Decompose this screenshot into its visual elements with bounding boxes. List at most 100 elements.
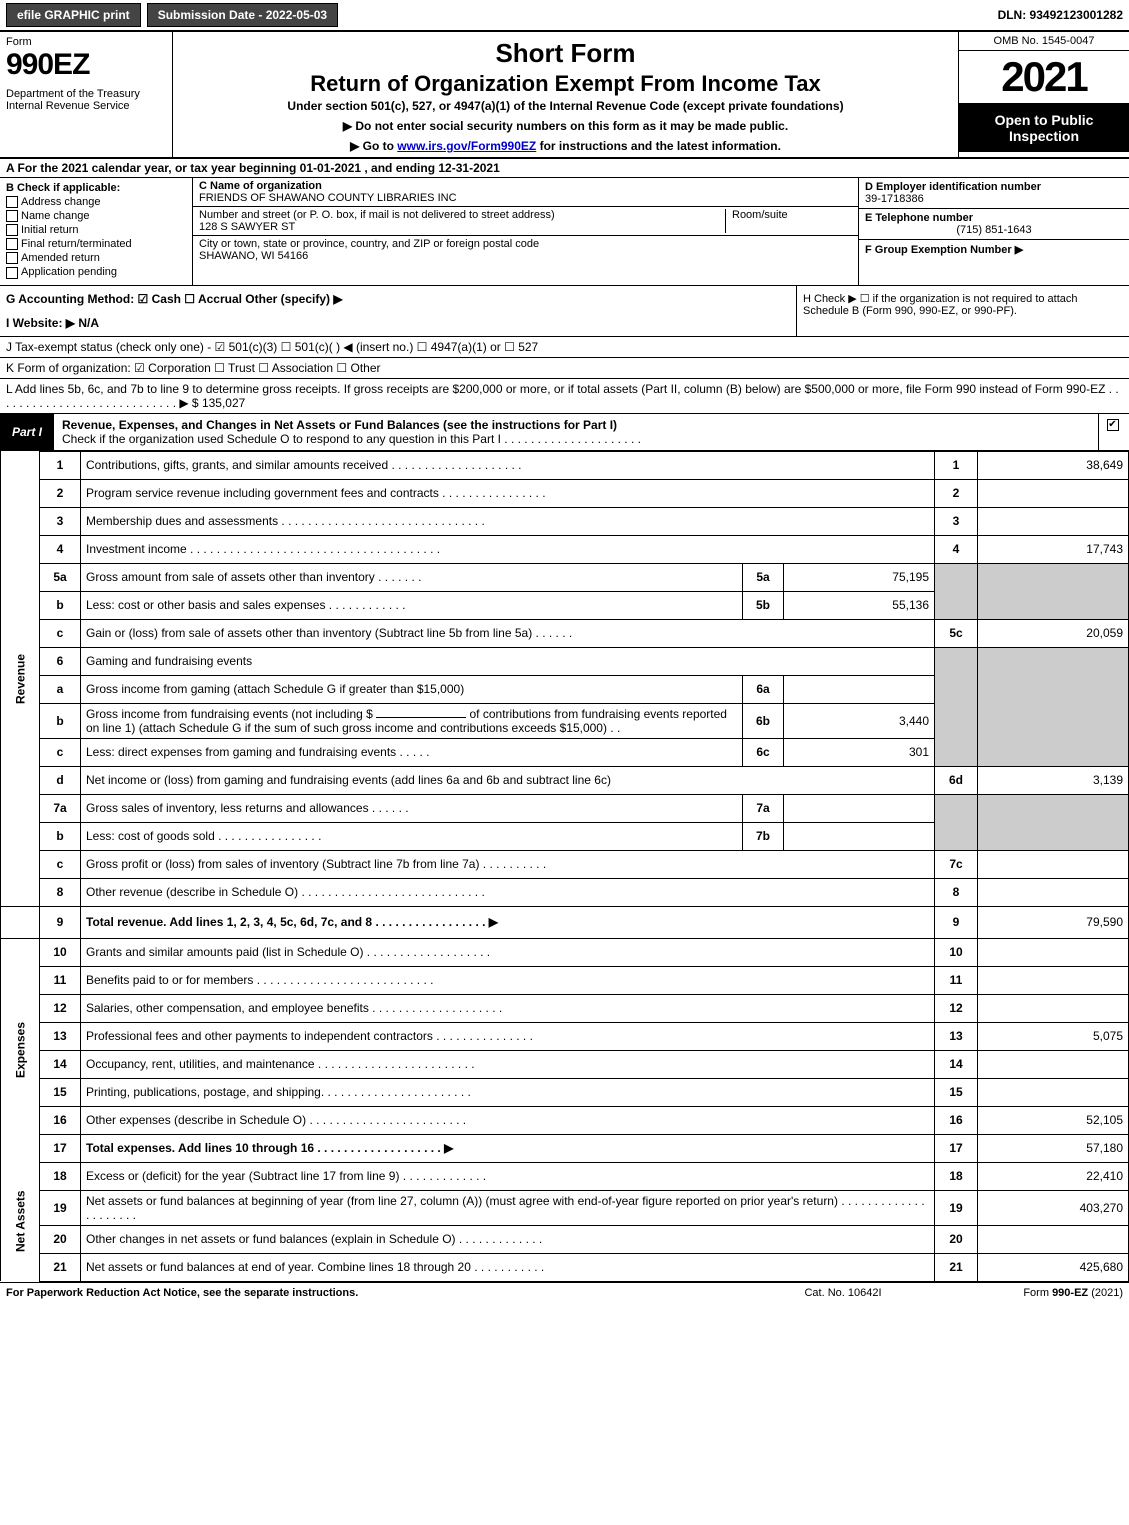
l11-rn: 11 [935, 966, 978, 994]
l14-text: Occupancy, rent, utilities, and maintena… [81, 1050, 935, 1078]
l13-text: Professional fees and other payments to … [81, 1022, 935, 1050]
l6-grey-amt [978, 647, 1129, 766]
org-name: FRIENDS OF SHAWANO COUNTY LIBRARIES INC [199, 192, 457, 204]
chk-application-pending[interactable]: Application pending [6, 266, 186, 278]
l21-num: 21 [40, 1253, 81, 1281]
form-word: Form [6, 36, 166, 48]
l2-amt [978, 479, 1129, 507]
l8-text: Other revenue (describe in Schedule O) .… [81, 878, 935, 906]
col-b: B Check if applicable: Address change Na… [0, 178, 193, 285]
l17-amt: 57,180 [978, 1134, 1129, 1162]
l6a-text: Gross income from gaming (attach Schedul… [81, 675, 743, 703]
street-label: Number and street (or P. O. box, if mail… [199, 209, 555, 221]
chk-initial-return[interactable]: Initial return [6, 224, 186, 236]
l1-amt: 38,649 [978, 451, 1129, 479]
l5c-text: Gain or (loss) from sale of assets other… [81, 619, 935, 647]
l6b-subamt: 3,440 [784, 703, 935, 738]
l12-text: Salaries, other compensation, and employ… [81, 994, 935, 1022]
l11-num: 11 [40, 966, 81, 994]
chk-address-change[interactable]: Address change [6, 196, 186, 208]
c-name-label: C Name of organization [199, 180, 322, 192]
line-j: J Tax-exempt status (check only one) - ☑… [0, 337, 1129, 358]
l6c-num: c [40, 738, 81, 766]
l21-rn: 21 [935, 1253, 978, 1281]
l2-text: Program service revenue including govern… [81, 479, 935, 507]
goto-link-line: ▶ Go to www.irs.gov/Form990EZ for instru… [179, 139, 952, 153]
tax-year: 2021 [959, 51, 1129, 104]
l4-text: Investment income . . . . . . . . . . . … [81, 535, 935, 563]
omb-number: OMB No. 1545-0047 [959, 32, 1129, 51]
l6d-num: d [40, 766, 81, 794]
l8-num: 8 [40, 878, 81, 906]
form-header: Form 990EZ Department of the Treasury In… [0, 32, 1129, 159]
l17-rn: 17 [935, 1134, 978, 1162]
l15-rn: 15 [935, 1078, 978, 1106]
l1-num: 1 [40, 451, 81, 479]
l2-rn: 2 [935, 479, 978, 507]
e-label: E Telephone number [865, 212, 973, 224]
l13-amt: 5,075 [978, 1022, 1129, 1050]
irs-link[interactable]: www.irs.gov/Form990EZ [397, 139, 536, 153]
line-h: H Check ▶ ☐ if the organization is not r… [796, 286, 1129, 336]
netassets-side-label: Net Assets [1, 1162, 40, 1281]
l19-num: 19 [40, 1190, 81, 1225]
ein-value: 39-1718386 [865, 193, 924, 205]
l7ab-grey [935, 794, 978, 850]
line-g: G Accounting Method: ☑ Cash ☐ Accrual Ot… [6, 292, 790, 306]
part1-checkbox[interactable] [1098, 414, 1129, 450]
l20-num: 20 [40, 1225, 81, 1253]
l14-rn: 14 [935, 1050, 978, 1078]
l3-text: Membership dues and assessments . . . . … [81, 507, 935, 535]
l6d-text: Net income or (loss) from gaming and fun… [81, 766, 935, 794]
part1-title: Revenue, Expenses, and Changes in Net As… [62, 418, 617, 432]
l18-num: 18 [40, 1162, 81, 1190]
form-id-block: Form 990EZ Department of the Treasury In… [0, 32, 173, 157]
l6d-rn: 6d [935, 766, 978, 794]
l19-rn: 19 [935, 1190, 978, 1225]
chk-name-change[interactable]: Name change [6, 210, 186, 222]
b-label: B Check if applicable: [6, 182, 186, 194]
l19-amt: 403,270 [978, 1190, 1129, 1225]
l10-rn: 10 [935, 938, 978, 966]
expenses-side-label: Expenses [1, 938, 40, 1162]
room-label: Room/suite [732, 209, 788, 221]
l5a-text: Gross amount from sale of assets other t… [81, 563, 743, 591]
l16-text: Other expenses (describe in Schedule O) … [81, 1106, 935, 1134]
l1-rn: 1 [935, 451, 978, 479]
l7b-subamt [784, 822, 935, 850]
chk-final-return[interactable]: Final return/terminated [6, 238, 186, 250]
form-ref: Form 990-EZ (2021) [943, 1287, 1123, 1299]
line-l: L Add lines 5b, 6c, and 7b to line 9 to … [0, 379, 1129, 414]
l10-amt [978, 938, 1129, 966]
city-value: SHAWANO, WI 54166 [199, 250, 308, 262]
l8-amt [978, 878, 1129, 906]
l7b-text: Less: cost of goods sold . . . . . . . .… [81, 822, 743, 850]
l6a-num: a [40, 675, 81, 703]
l19-text: Net assets or fund balances at beginning… [81, 1190, 935, 1225]
revenue-side-label: Revenue [1, 451, 40, 906]
submission-date-badge: Submission Date - 2022-05-03 [147, 3, 338, 27]
l5c-amt: 20,059 [978, 619, 1129, 647]
short-form-title: Short Form [179, 38, 952, 69]
l7b-num: b [40, 822, 81, 850]
l5c-rn: 5c [935, 619, 978, 647]
l9-amt: 79,590 [978, 906, 1129, 938]
l6b-sub: 6b [743, 703, 784, 738]
l16-rn: 16 [935, 1106, 978, 1134]
col-def: D Employer identification number 39-1718… [858, 178, 1129, 285]
l4-num: 4 [40, 535, 81, 563]
chk-amended-return[interactable]: Amended return [6, 252, 186, 264]
dept-treasury: Department of the Treasury [6, 88, 166, 100]
l6-text: Gaming and fundraising events [81, 647, 935, 675]
line-k: K Form of organization: ☑ Corporation ☐ … [0, 358, 1129, 379]
phone-value: (715) 851-1643 [865, 224, 1123, 236]
l5b-subamt: 55,136 [784, 591, 935, 619]
l13-num: 13 [40, 1022, 81, 1050]
l15-amt [978, 1078, 1129, 1106]
l6-grey [935, 647, 978, 766]
efile-print-button[interactable]: efile GRAPHIC print [6, 3, 141, 27]
l12-num: 12 [40, 994, 81, 1022]
l7c-rn: 7c [935, 850, 978, 878]
l21-text: Net assets or fund balances at end of ye… [81, 1253, 935, 1281]
l7b-sub: 7b [743, 822, 784, 850]
